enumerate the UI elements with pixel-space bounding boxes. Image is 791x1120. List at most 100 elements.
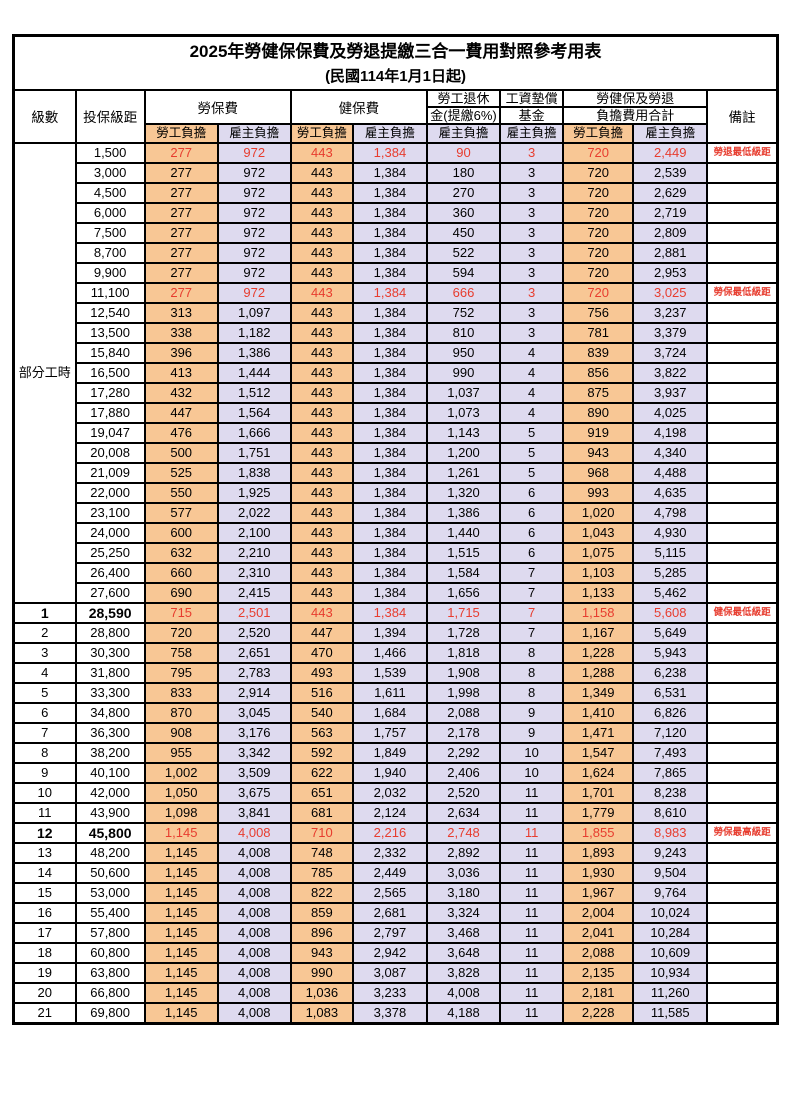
table-row: 11 43,900 1,098 3,841 681 2,124 2,634 11…	[12, 801, 779, 824]
wage-fund-employer-cell: 3	[499, 201, 565, 224]
pension-employer-cell: 360	[425, 201, 502, 224]
labor-employee-cell: 1,145	[143, 861, 219, 884]
labor-employer-cell: 4,008	[216, 901, 292, 924]
labor-employee-cell: 720	[143, 621, 219, 644]
table-row: 9,900 277 972 443 1,384 594 3 720 2,953	[14, 261, 779, 284]
health-employer-cell: 1,384	[351, 241, 428, 264]
remark-cell	[706, 681, 779, 704]
level-cell: 2	[12, 621, 77, 644]
labor-employer-cell: 972	[216, 281, 292, 304]
total-employee-cell: 1,020	[562, 501, 635, 524]
pension-employer-cell: 3,468	[425, 921, 502, 944]
remark-cell	[706, 221, 779, 244]
health-employer-cell: 2,449	[351, 861, 428, 884]
health-employer-cell: 1,384	[351, 341, 428, 364]
labor-employee-cell: 833	[143, 681, 219, 704]
pension-employer-cell: 1,998	[425, 681, 502, 704]
wage-fund-employer-cell: 11	[499, 981, 565, 1004]
total-employee-cell: 720	[562, 141, 635, 164]
health-employee-cell: 896	[289, 921, 354, 944]
bracket-cell: 8,700	[74, 241, 146, 264]
bracket-cell: 12,540	[74, 301, 146, 324]
health-employee-cell: 651	[289, 781, 354, 804]
level-cell: 7	[12, 721, 77, 744]
pension-employer-cell: 4,188	[425, 1001, 502, 1024]
table-row: 12,540 313 1,097 443 1,384 752 3 756 3,2…	[14, 301, 779, 324]
pension-employer-cell: 1,584	[425, 561, 502, 584]
labor-employee-cell: 525	[143, 461, 219, 484]
total-employee-cell: 2,135	[562, 961, 635, 984]
labor-employer-cell: 1,512	[216, 381, 292, 404]
subheader-total-employee: 勞工負擔	[562, 122, 635, 144]
total-employer-cell: 3,937	[632, 381, 709, 404]
total-employee-cell: 1,288	[562, 661, 635, 684]
total-employer-cell: 3,379	[632, 321, 709, 344]
wage-fund-employer-cell: 6	[499, 541, 565, 564]
subheader-labor-employer: 雇主負擔	[216, 122, 292, 144]
table-row: 15 53,000 1,145 4,008 822 2,565 3,180 11…	[12, 881, 779, 904]
wage-fund-employer-cell: 4	[499, 341, 565, 364]
remark-cell: 健保最低級距	[706, 601, 779, 624]
labor-employer-cell: 4,008	[216, 841, 292, 864]
wage-fund-employer-cell: 11	[499, 781, 565, 804]
wage-fund-employer-cell: 6	[499, 481, 565, 504]
remark-cell	[706, 521, 779, 544]
labor-employee-cell: 1,145	[143, 841, 219, 864]
remark-cell	[706, 541, 779, 564]
labor-employee-cell: 413	[143, 361, 219, 384]
total-employer-cell: 9,504	[632, 861, 709, 884]
wage-fund-employer-cell: 11	[499, 881, 565, 904]
total-employee-cell: 2,041	[562, 921, 635, 944]
bracket-cell: 66,800	[74, 981, 146, 1004]
health-employee-cell: 443	[289, 461, 354, 484]
table-row: 16,500 413 1,444 443 1,384 990 4 856 3,8…	[14, 361, 779, 384]
page-title: 2025年勞健保保費及勞退提繳三合一費用對照參考用表	[189, 41, 602, 61]
health-employer-cell: 3,087	[351, 961, 428, 984]
total-employee-cell: 720	[562, 181, 635, 204]
labor-employer-cell: 972	[216, 261, 292, 284]
labor-employer-cell: 1,666	[216, 421, 292, 444]
total-employee-cell: 1,855	[562, 821, 635, 844]
wage-fund-employer-cell: 3	[499, 221, 565, 244]
col-header-level: 級數	[12, 88, 77, 144]
premium-reference-table: 2025年勞健保保費及勞退提繳三合一費用對照參考用表 (民國114年1月1日起)…	[12, 34, 779, 1025]
health-employee-cell: 443	[289, 541, 354, 564]
health-employee-cell: 1,036	[289, 981, 354, 1004]
bracket-cell: 6,000	[74, 201, 146, 224]
remark-cell	[706, 241, 779, 264]
remark-cell	[706, 941, 779, 964]
health-employee-cell: 470	[289, 641, 354, 664]
remark-cell	[706, 481, 779, 504]
pension-employer-cell: 2,892	[425, 841, 502, 864]
total-employer-cell: 8,983	[632, 821, 709, 844]
health-employee-cell: 443	[289, 261, 354, 284]
labor-employer-cell: 3,176	[216, 721, 292, 744]
health-employer-cell: 3,378	[351, 1001, 428, 1024]
pension-employer-cell: 1,386	[425, 501, 502, 524]
level-cell: 12	[12, 821, 77, 844]
health-employer-cell: 2,216	[351, 821, 428, 844]
pension-employer-cell: 1,715	[425, 601, 502, 624]
health-employee-cell: 443	[289, 241, 354, 264]
bracket-cell: 9,900	[74, 261, 146, 284]
health-employee-cell: 785	[289, 861, 354, 884]
pension-employer-cell: 3,648	[425, 941, 502, 964]
health-employer-cell: 2,797	[351, 921, 428, 944]
health-employee-cell: 859	[289, 901, 354, 924]
health-employer-cell: 1,384	[351, 421, 428, 444]
total-employer-cell: 3,025	[632, 281, 709, 304]
total-employer-cell: 5,943	[632, 641, 709, 664]
labor-employee-cell: 277	[143, 181, 219, 204]
health-employer-cell: 1,384	[351, 401, 428, 424]
remark-cell	[706, 341, 779, 364]
wage-fund-employer-cell: 7	[499, 581, 565, 604]
bracket-cell: 19,047	[74, 421, 146, 444]
labor-employee-cell: 1,145	[143, 821, 219, 844]
remark-cell	[706, 701, 779, 724]
health-employee-cell: 622	[289, 761, 354, 784]
total-employer-cell: 10,284	[632, 921, 709, 944]
health-employee-cell: 443	[289, 201, 354, 224]
health-employer-cell: 1,384	[351, 261, 428, 284]
health-employer-cell: 1,384	[351, 281, 428, 304]
